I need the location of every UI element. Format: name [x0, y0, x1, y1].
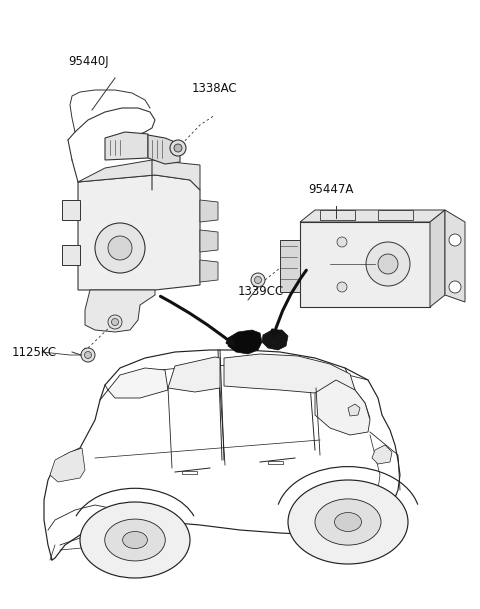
Polygon shape — [315, 380, 370, 435]
Polygon shape — [105, 132, 148, 160]
Polygon shape — [280, 240, 300, 292]
Circle shape — [170, 140, 186, 156]
Polygon shape — [300, 222, 430, 307]
Polygon shape — [430, 210, 445, 307]
Ellipse shape — [288, 480, 408, 564]
Polygon shape — [348, 404, 360, 416]
Circle shape — [449, 234, 461, 246]
Polygon shape — [50, 448, 85, 482]
Polygon shape — [85, 290, 155, 332]
Circle shape — [449, 281, 461, 293]
Polygon shape — [372, 445, 392, 464]
Circle shape — [366, 242, 410, 286]
Bar — [320, 210, 355, 220]
Polygon shape — [200, 230, 218, 252]
Circle shape — [337, 237, 347, 247]
Polygon shape — [108, 368, 168, 398]
Circle shape — [84, 351, 92, 359]
Bar — [182, 471, 197, 474]
Polygon shape — [262, 330, 288, 350]
Text: 1338AC: 1338AC — [192, 82, 238, 95]
Ellipse shape — [105, 519, 165, 561]
Circle shape — [337, 282, 347, 292]
Circle shape — [111, 319, 119, 325]
Polygon shape — [168, 357, 220, 392]
Circle shape — [95, 223, 145, 273]
Polygon shape — [62, 200, 80, 220]
Circle shape — [174, 144, 182, 152]
Polygon shape — [200, 260, 218, 282]
Text: 1125KC: 1125KC — [12, 345, 57, 359]
Circle shape — [254, 276, 262, 284]
Circle shape — [378, 254, 398, 274]
Polygon shape — [224, 354, 355, 393]
Polygon shape — [148, 135, 180, 164]
Polygon shape — [445, 210, 465, 302]
Text: 95440J: 95440J — [68, 55, 108, 68]
Polygon shape — [300, 210, 445, 222]
Polygon shape — [78, 175, 200, 290]
Circle shape — [108, 236, 132, 260]
Polygon shape — [78, 160, 200, 190]
Polygon shape — [62, 245, 80, 265]
Text: 1339CC: 1339CC — [238, 285, 284, 298]
Ellipse shape — [335, 513, 361, 532]
Circle shape — [81, 348, 95, 362]
Text: 95447A: 95447A — [308, 183, 353, 196]
Bar — [268, 461, 283, 464]
Bar — [378, 210, 413, 220]
Polygon shape — [228, 330, 262, 354]
Circle shape — [108, 315, 122, 329]
Ellipse shape — [80, 502, 190, 578]
Circle shape — [251, 273, 265, 287]
Ellipse shape — [315, 499, 381, 545]
Polygon shape — [200, 200, 218, 222]
Ellipse shape — [122, 532, 147, 549]
